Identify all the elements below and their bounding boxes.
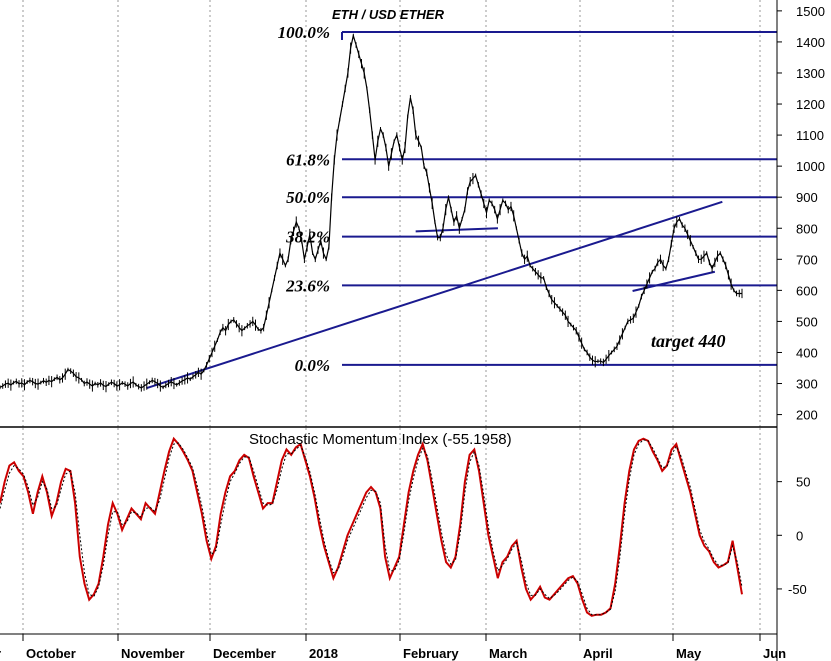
- fib-level-label: 50.0%: [286, 188, 330, 207]
- price-y-tick-label: 200: [796, 408, 818, 423]
- target-annotation: target 440: [651, 331, 726, 351]
- price-series: [0, 33, 743, 393]
- price-y-tick-label: 900: [796, 190, 818, 205]
- fib-level-label: 0.0%: [295, 356, 330, 375]
- fib-level-label: 23.6%: [285, 276, 330, 295]
- trendlines: [146, 200, 723, 390]
- price-axis-ticks: 200 300 400 500 600 700 800 900 1000 1100 1200 1300…: [777, 4, 825, 423]
- fib-level-label: 61.8%: [286, 150, 330, 169]
- price-y-tick-label: 800: [796, 221, 818, 236]
- x-tick-label: October: [26, 646, 76, 661]
- price-y-tick-label: 1400: [796, 35, 825, 50]
- momentum-panel: -50 0 50 Stochastic Momentum Index (-55.19…: [0, 428, 810, 634]
- x-tick-label: February: [403, 646, 459, 661]
- momentum-y-tick-label: 50: [796, 475, 810, 490]
- x-tick-label: March: [489, 646, 527, 661]
- x-tick-label: Jun: [763, 646, 786, 661]
- x-tick-label: December: [213, 646, 276, 661]
- price-chart-title: ETH / USD ETHER: [332, 7, 445, 22]
- trendline: [415, 227, 498, 233]
- fibonacci-levels: 100.0% 61.8% 50.0% 38.2% 23.6% 0.0%: [278, 23, 777, 375]
- price-y-tick-label: 400: [796, 345, 818, 360]
- price-y-tick-label: 1200: [796, 97, 825, 112]
- fib-level-label: 38.2%: [285, 228, 330, 247]
- trendline: [632, 270, 716, 292]
- momentum-series: [0, 436, 743, 617]
- momentum-axis-ticks: -50 0 50: [777, 475, 810, 597]
- momentum-y-tick-label: 0: [796, 528, 803, 543]
- momentum-signal-line: [0, 439, 743, 616]
- x-tick-label: 2018: [309, 646, 338, 661]
- price-y-tick-label: 300: [796, 377, 818, 392]
- price-y-tick-label: 1500: [796, 4, 825, 19]
- x-tick-label: April: [583, 646, 613, 661]
- momentum-month-gridlines: [22, 428, 761, 634]
- price-y-tick-label: 600: [796, 283, 818, 298]
- x-tick-label: May: [676, 646, 702, 661]
- price-y-tick-label: 1000: [796, 159, 825, 174]
- trendline: [146, 200, 723, 390]
- price-line: [0, 33, 742, 389]
- momentum-line: [0, 436, 743, 617]
- momentum-y-tick-label: -50: [788, 582, 807, 597]
- price-panel: 100.0% 61.8% 50.0% 38.2% 23.6% 0.0% 200 300 400…: [0, 0, 825, 427]
- x-tick-label-partial: r: [0, 646, 1, 661]
- x-tick-label: November: [121, 646, 185, 661]
- fib-level-label: 100.0%: [278, 23, 330, 42]
- price-month-gridlines: [22, 0, 761, 427]
- price-y-tick-label: 1300: [796, 66, 825, 81]
- price-y-tick-label: 500: [796, 314, 818, 329]
- price-y-tick-label: 700: [796, 252, 818, 267]
- price-y-tick-label: 1100: [796, 128, 824, 143]
- momentum-title: Stochastic Momentum Index (-55.1958): [249, 431, 512, 448]
- x-axis: October November December 2018 February March…: [0, 633, 786, 661]
